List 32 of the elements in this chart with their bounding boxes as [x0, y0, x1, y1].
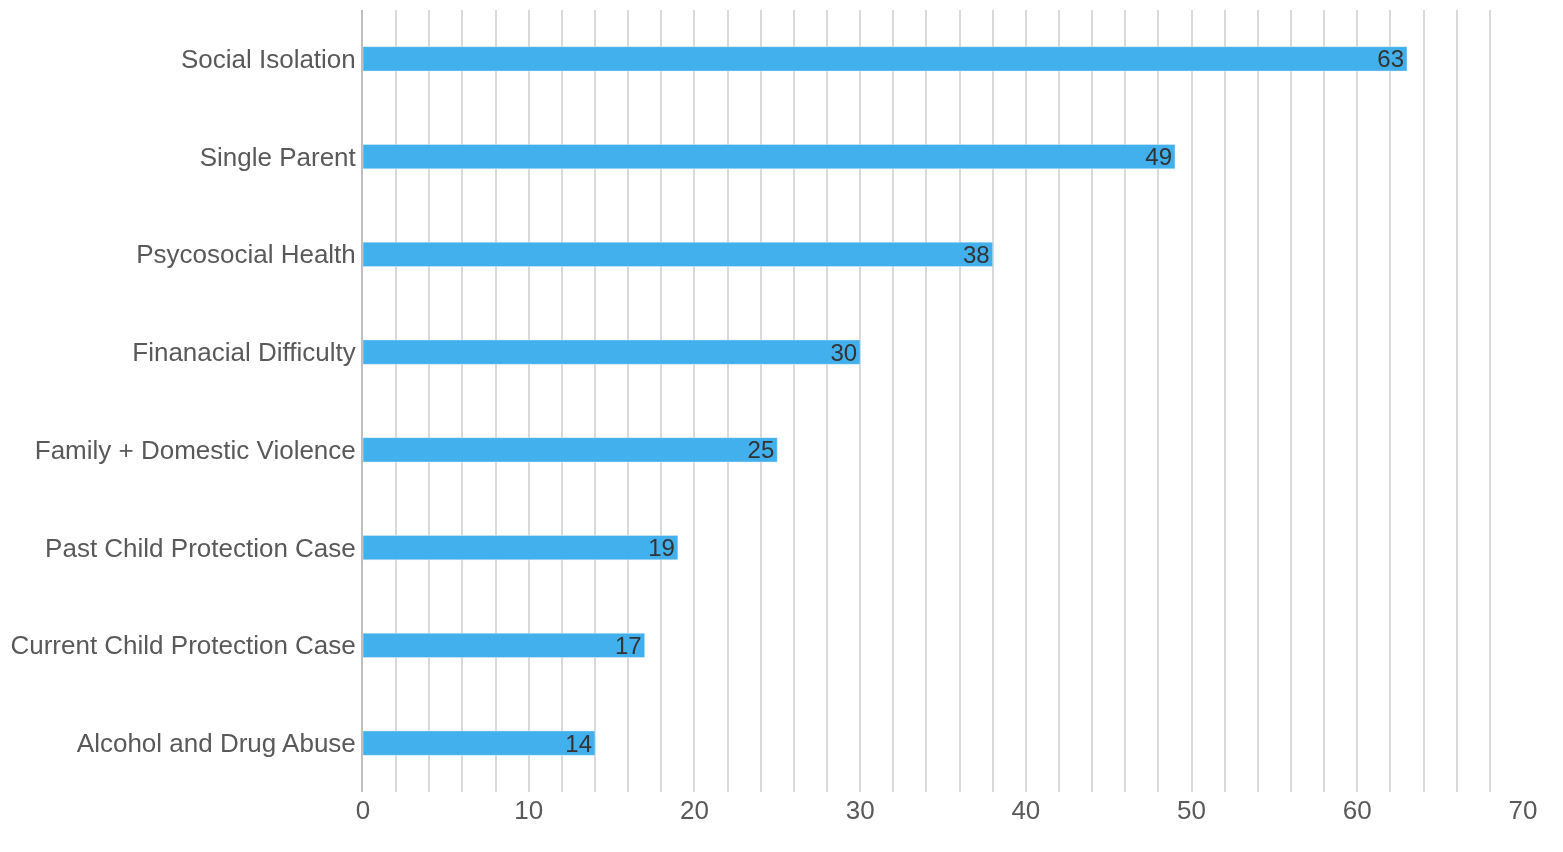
bar: [363, 632, 645, 658]
bar: [363, 535, 679, 561]
data-label: 19: [648, 534, 675, 562]
data-label: 49: [1145, 143, 1172, 171]
y-tick-label: Social Isolation: [180, 43, 356, 74]
x-tick-label: 50: [1177, 795, 1207, 825]
y-tick-label: Single Parent: [199, 141, 357, 172]
y-tick-label: Current Child Protection Case: [10, 630, 356, 661]
data-label: 17: [615, 631, 642, 659]
x-tick-label: 70: [1508, 795, 1538, 825]
data-label: 38: [963, 240, 990, 268]
bar: [363, 339, 861, 365]
data-label: 30: [830, 338, 858, 366]
x-tick-label: 10: [514, 795, 544, 825]
bar: [363, 437, 778, 463]
bar: [363, 730, 596, 756]
y-tick-label: Alcohol and Drug Abuse: [76, 728, 356, 759]
data-label: 14: [565, 729, 592, 757]
y-tick-label: Finanacial Difficulty: [132, 337, 356, 368]
bar: [363, 144, 1176, 170]
y-tick-label: Family + Domestic Violence: [34, 434, 356, 465]
bar: [363, 241, 993, 267]
y-tick-label: Past Child Protection Case: [45, 532, 356, 563]
bar: [363, 46, 1408, 72]
x-tick-label: 60: [1342, 795, 1372, 825]
x-tick-label: 0: [355, 795, 371, 825]
x-tick-label: 40: [1011, 795, 1041, 825]
data-label: 25: [747, 436, 775, 464]
y-tick-label: Psycosocial Health: [136, 239, 356, 270]
x-tick-label: 30: [845, 795, 875, 825]
x-tick-label: 20: [679, 795, 709, 825]
data-label: 63: [1377, 45, 1404, 73]
